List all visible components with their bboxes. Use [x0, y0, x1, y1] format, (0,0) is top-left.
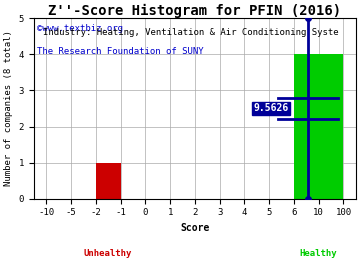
Text: Healthy: Healthy: [300, 249, 337, 258]
Bar: [294, 54, 343, 199]
Title: Z''-Score Histogram for PFIN (2016): Z''-Score Histogram for PFIN (2016): [48, 4, 341, 18]
Text: ©www.textbiz.org: ©www.textbiz.org: [37, 24, 123, 33]
Text: Industry: Heating, Ventilation & Air Conditioning Syste: Industry: Heating, Ventilation & Air Con…: [43, 28, 339, 37]
Y-axis label: Number of companies (8 total): Number of companies (8 total): [4, 31, 13, 186]
Bar: [96, 163, 121, 199]
Text: 9.5626: 9.5626: [254, 103, 289, 113]
Text: Unhealthy: Unhealthy: [84, 249, 132, 258]
X-axis label: Score: Score: [180, 223, 210, 233]
Text: The Research Foundation of SUNY: The Research Foundation of SUNY: [37, 47, 204, 56]
